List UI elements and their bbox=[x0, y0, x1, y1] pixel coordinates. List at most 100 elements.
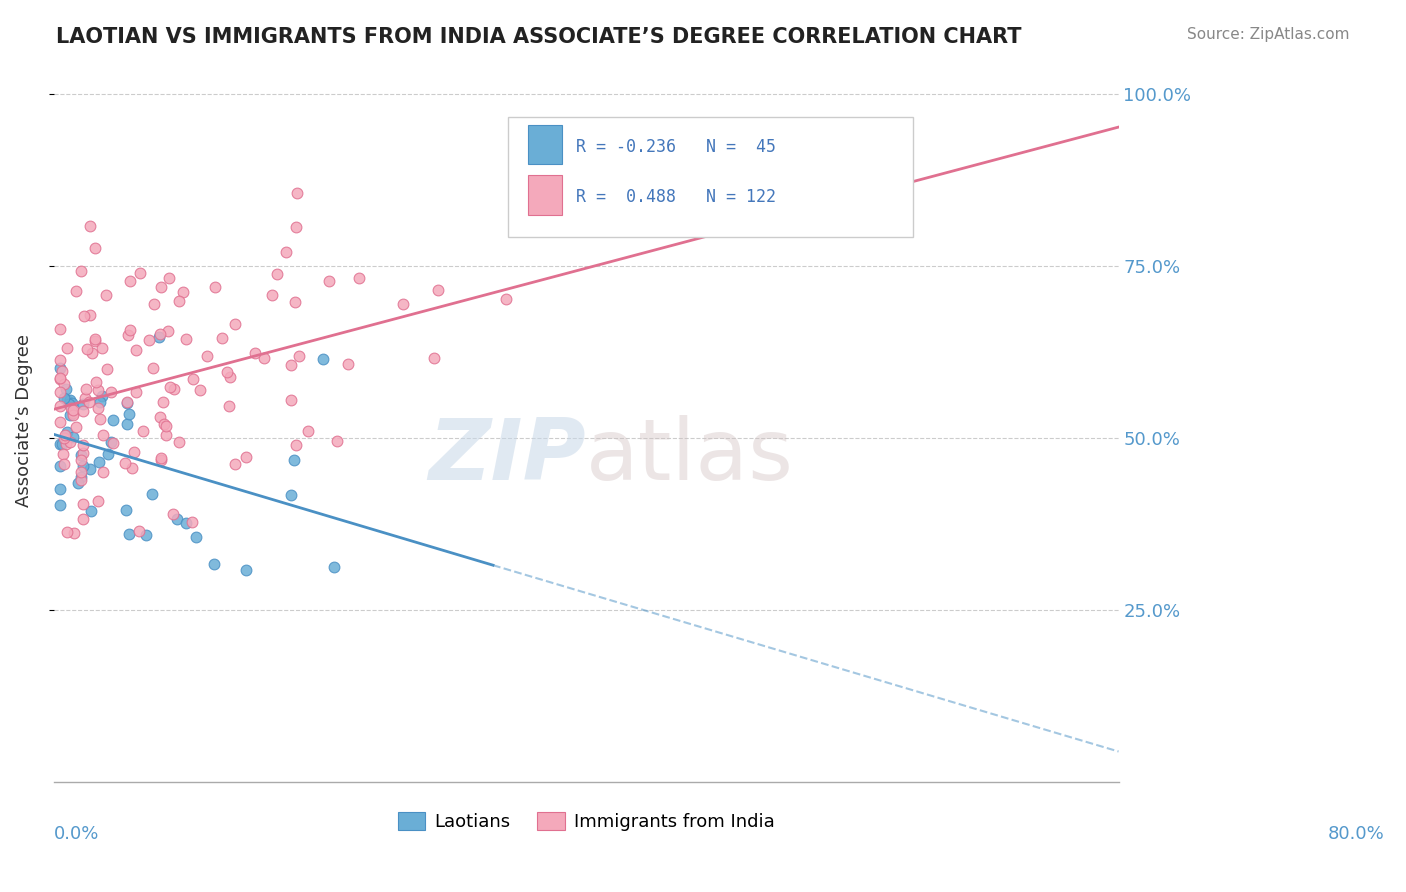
Point bbox=[59, 393, 82, 408]
Point bbox=[274, 245, 297, 260]
Point bbox=[75, 382, 97, 396]
Point bbox=[427, 283, 450, 297]
Point bbox=[280, 359, 302, 373]
Text: R =  0.488   N = 122: R = 0.488 N = 122 bbox=[575, 188, 776, 206]
Point bbox=[204, 280, 226, 294]
Point bbox=[60, 396, 83, 410]
Point bbox=[180, 516, 202, 530]
FancyBboxPatch shape bbox=[509, 118, 912, 236]
Point bbox=[195, 349, 218, 363]
Point bbox=[245, 345, 267, 359]
Point bbox=[128, 524, 150, 538]
Point bbox=[135, 528, 157, 542]
Point bbox=[62, 408, 84, 422]
Point bbox=[149, 279, 172, 293]
Point bbox=[211, 331, 233, 345]
Point bbox=[87, 383, 110, 397]
Point bbox=[114, 503, 136, 517]
Point bbox=[284, 295, 307, 310]
Point bbox=[89, 411, 111, 425]
Point bbox=[77, 395, 100, 409]
Point bbox=[143, 297, 166, 311]
Point bbox=[186, 530, 208, 544]
Point bbox=[162, 507, 184, 521]
Point bbox=[117, 408, 139, 422]
Point bbox=[115, 394, 138, 409]
Point bbox=[117, 328, 139, 343]
Point bbox=[148, 330, 170, 344]
Point bbox=[49, 384, 72, 399]
Point bbox=[62, 405, 84, 419]
Point bbox=[149, 451, 172, 466]
Point bbox=[87, 455, 110, 469]
Point bbox=[72, 309, 94, 323]
Point bbox=[155, 419, 177, 434]
Point bbox=[120, 323, 142, 337]
Point bbox=[97, 447, 120, 461]
Point bbox=[287, 186, 309, 201]
Point bbox=[253, 351, 276, 366]
Point bbox=[79, 308, 101, 322]
Point bbox=[72, 497, 94, 511]
Point bbox=[91, 389, 114, 403]
Point bbox=[65, 284, 87, 298]
Point bbox=[157, 271, 180, 285]
Point bbox=[224, 317, 246, 331]
Point bbox=[176, 332, 198, 346]
Point bbox=[49, 437, 72, 451]
Point bbox=[132, 424, 155, 438]
Point bbox=[51, 436, 73, 450]
Point bbox=[96, 362, 118, 376]
Point bbox=[87, 494, 110, 508]
Point bbox=[142, 361, 165, 376]
Point bbox=[121, 461, 143, 475]
Point bbox=[156, 324, 179, 338]
Point bbox=[58, 434, 80, 449]
Point bbox=[103, 413, 125, 427]
Point bbox=[56, 392, 79, 407]
Point bbox=[285, 438, 308, 452]
Point bbox=[280, 393, 302, 408]
Point bbox=[166, 512, 188, 526]
Point bbox=[62, 403, 84, 417]
Point bbox=[125, 343, 148, 357]
Point bbox=[49, 498, 72, 512]
Text: Source: ZipAtlas.com: Source: ZipAtlas.com bbox=[1187, 27, 1350, 42]
Point bbox=[224, 457, 246, 471]
Point bbox=[266, 267, 288, 281]
Point bbox=[235, 562, 257, 576]
Point bbox=[72, 397, 94, 411]
Point bbox=[138, 333, 160, 347]
Point bbox=[53, 428, 76, 442]
Y-axis label: Associate’s Degree: Associate’s Degree bbox=[15, 334, 32, 508]
Point bbox=[49, 458, 72, 473]
Text: R = -0.236   N =  45: R = -0.236 N = 45 bbox=[575, 137, 776, 155]
Point bbox=[163, 382, 186, 396]
Point bbox=[49, 415, 72, 429]
Text: 0.0%: 0.0% bbox=[53, 825, 100, 844]
Point bbox=[262, 288, 284, 302]
Point bbox=[336, 357, 359, 371]
Point bbox=[392, 297, 415, 311]
Point bbox=[218, 399, 240, 413]
Point bbox=[325, 434, 347, 448]
Point bbox=[53, 457, 76, 471]
Point bbox=[94, 288, 117, 302]
Point bbox=[70, 452, 93, 467]
Point bbox=[56, 341, 79, 355]
Point bbox=[91, 465, 114, 479]
Point bbox=[124, 385, 146, 400]
Point bbox=[72, 459, 94, 474]
Point bbox=[280, 488, 302, 502]
Point bbox=[217, 365, 239, 379]
Point bbox=[188, 383, 211, 397]
Point bbox=[91, 342, 114, 356]
Point bbox=[49, 482, 72, 496]
Point bbox=[181, 372, 204, 386]
Point bbox=[285, 219, 308, 234]
Point bbox=[101, 435, 124, 450]
Point bbox=[115, 396, 138, 410]
Point bbox=[70, 264, 93, 278]
Point bbox=[114, 456, 136, 470]
Point bbox=[49, 400, 72, 414]
